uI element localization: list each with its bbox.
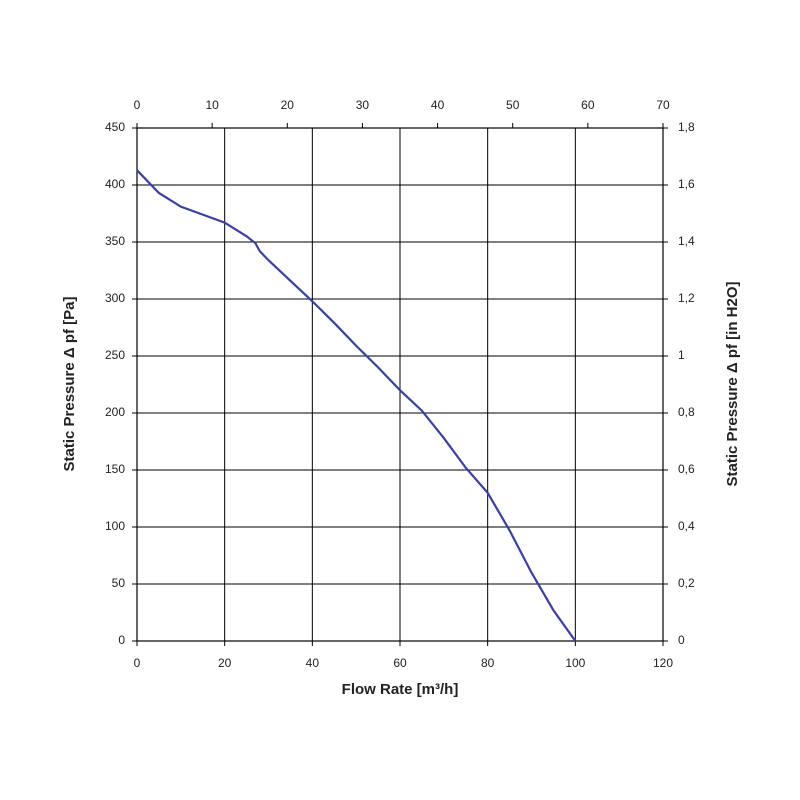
x2-tick-label: 70 <box>656 98 670 112</box>
y2-tick-label: 0,6 <box>678 462 695 476</box>
y2-tick-label: 0,4 <box>678 519 695 533</box>
y-tick-label: 50 <box>112 576 126 590</box>
x-tick-label: 60 <box>393 656 407 670</box>
x-tick-label: 20 <box>218 656 232 670</box>
x2-tick-label: 50 <box>506 98 520 112</box>
y2-tick-label: 1,4 <box>678 234 695 248</box>
x2-tick-label: 20 <box>281 98 295 112</box>
x2-tick-label: 30 <box>356 98 370 112</box>
y-tick-label: 100 <box>105 519 125 533</box>
y-axis-label: Static Pressure Δ pf [Pa] <box>61 296 78 471</box>
y-tick-label: 350 <box>105 234 125 248</box>
x-axis-label: Flow Rate [m³/h] <box>342 681 459 698</box>
x-tick-label: 120 <box>653 656 673 670</box>
x-tick-label: 100 <box>565 656 585 670</box>
plot-frame <box>136 127 664 642</box>
x-tick-label: 40 <box>306 656 320 670</box>
y2-tick-label: 0,8 <box>678 405 695 419</box>
y2-tick-label: 0 <box>678 633 685 647</box>
x2-tick-label: 60 <box>581 98 595 112</box>
y-tick-label: 0 <box>118 633 125 647</box>
y-tick-label: 150 <box>105 462 125 476</box>
y2-axis-label: Static Pressure Δ pf [in H2O] <box>724 281 741 486</box>
y-tick-label: 250 <box>105 348 125 362</box>
y2-tick-label: 1 <box>678 348 685 362</box>
y-tick-label: 400 <box>105 177 125 191</box>
x2-tick-label: 10 <box>205 98 219 112</box>
y2-tick-label: 0,2 <box>678 576 695 590</box>
x2-tick-label: 0 <box>134 98 141 112</box>
x-tick-label: 80 <box>481 656 495 670</box>
curve <box>136 169 577 642</box>
y-tick-label: 450 <box>105 120 125 134</box>
y-tick-label: 200 <box>105 405 125 419</box>
x2-tick-label: 40 <box>431 98 445 112</box>
y2-tick-label: 1,8 <box>678 120 695 134</box>
x-tick-label: 0 <box>134 656 141 670</box>
y2-tick-label: 1,6 <box>678 177 695 191</box>
y2-tick-label: 1,2 <box>678 291 695 305</box>
y-tick-label: 300 <box>105 291 125 305</box>
